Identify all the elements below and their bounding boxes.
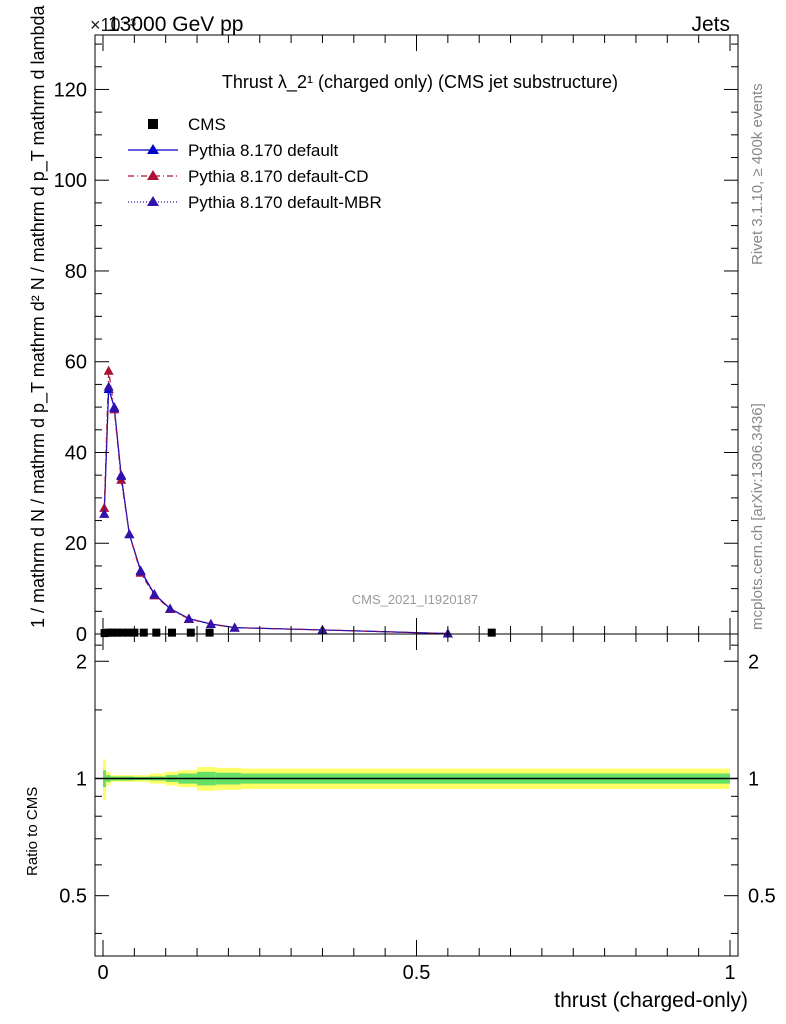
y-tick-label: 60 xyxy=(65,352,87,374)
data-point xyxy=(117,628,126,637)
ratio-y-tick-label-right: 2 xyxy=(748,651,759,673)
scale-marker: ×10⁻³ xyxy=(90,15,136,35)
legend-label: Pythia 8.170 default-CD xyxy=(188,167,369,186)
chart-title: Thrust λ_2¹ (charged only) (CMS jet subs… xyxy=(222,72,618,93)
x-tick-label: 1 xyxy=(724,962,735,984)
legend-entry: Pythia 8.170 default-MBR xyxy=(128,193,382,212)
legend-label: Pythia 8.170 default-MBR xyxy=(188,193,382,212)
legend-label: Pythia 8.170 default xyxy=(188,141,339,160)
watermark: CMS_2021_I1920187 xyxy=(352,592,479,607)
y-tick-label: 40 xyxy=(65,442,87,464)
ratio-y-axis-label: Ratio to CMS xyxy=(24,787,41,876)
process-label: Jets xyxy=(691,13,730,36)
data-point xyxy=(205,619,216,629)
series-cms xyxy=(100,628,496,638)
ratio-y-tick-label-right: 1 xyxy=(748,768,759,790)
data-point xyxy=(124,628,133,637)
x-tick-label: 0.5 xyxy=(403,962,431,984)
mcplots-label: mcplots.cern.ch [arXiv:1306.3436] xyxy=(749,403,766,630)
ratio-y-tick-label: 0.5 xyxy=(59,886,87,908)
rivet-label: Rivet 3.1.10, ≥ 400k events xyxy=(749,83,766,265)
legend-marker xyxy=(147,144,159,154)
ratio-y-tick-label: 1 xyxy=(76,768,87,790)
data-point xyxy=(116,471,127,481)
data-point xyxy=(205,628,214,637)
y-tick-label: 0 xyxy=(76,624,87,646)
ratio-y-tick-label: 2 xyxy=(76,651,87,673)
data-point xyxy=(186,628,195,637)
legend-marker xyxy=(147,170,159,180)
data-point xyxy=(109,403,120,413)
data-point xyxy=(104,628,113,637)
legend: CMS Pythia 8.170 default Pythia 8.170 defa… xyxy=(128,115,382,212)
x-tick-label: 0 xyxy=(97,962,108,984)
legend-label: CMS xyxy=(188,115,226,134)
data-point xyxy=(139,628,148,637)
data-point xyxy=(112,628,121,637)
axes: 0 20 40 60 80 100 120 0 0.5 1 0.5 0.5 1 1 2 2 xyxy=(54,34,776,984)
data-point xyxy=(165,603,176,613)
y-tick-label: 100 xyxy=(54,170,87,192)
energy-label: 13000 GeV pp xyxy=(108,13,243,36)
data-point xyxy=(487,628,496,637)
data-point xyxy=(99,508,110,518)
data-point xyxy=(152,628,161,637)
y-tick-label: 120 xyxy=(54,79,87,101)
data-point xyxy=(183,613,194,623)
data-point xyxy=(167,628,176,637)
data-series xyxy=(99,365,496,638)
x-axis-label: thrust (charged-only) xyxy=(554,989,748,1012)
data-point xyxy=(108,628,117,637)
y-tick-label: 80 xyxy=(65,261,87,283)
data-point xyxy=(135,566,146,576)
ratio-uncertainty-bands xyxy=(95,759,738,801)
data-point xyxy=(124,529,135,539)
data-point xyxy=(103,365,114,375)
legend-marker xyxy=(148,119,158,129)
ratio-y-tick-label-right: 0.5 xyxy=(748,886,776,908)
legend-entry: Pythia 8.170 default xyxy=(128,141,339,160)
data-point xyxy=(103,381,114,391)
main-y-axis-label: 1 / mathrm d N / mathrm d p_T mathrm d² … xyxy=(28,4,49,628)
y-tick-label: 20 xyxy=(65,533,87,555)
data-point xyxy=(149,589,160,599)
legend-entry: CMS xyxy=(148,115,226,134)
ratio-plot-frame xyxy=(94,633,739,957)
legend-entry: Pythia 8.170 default-CD xyxy=(128,167,369,186)
data-point xyxy=(229,622,240,632)
legend-marker xyxy=(147,196,159,206)
